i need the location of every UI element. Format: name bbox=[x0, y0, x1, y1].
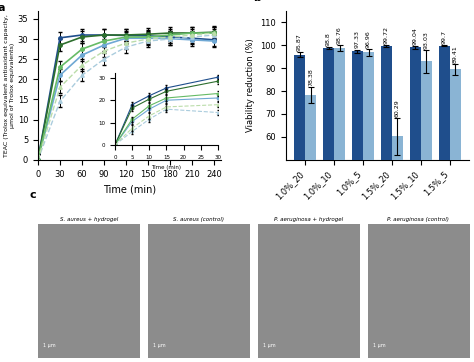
Text: 93.03: 93.03 bbox=[424, 31, 429, 49]
Text: 1 μm: 1 μm bbox=[43, 342, 55, 348]
Text: 98.76: 98.76 bbox=[337, 26, 342, 44]
Bar bbox=[381, 46, 392, 274]
Text: 78.38: 78.38 bbox=[308, 68, 313, 85]
Text: 97.33: 97.33 bbox=[355, 30, 360, 49]
Text: 99.04: 99.04 bbox=[413, 27, 418, 45]
Bar bbox=[410, 47, 421, 274]
Bar bbox=[439, 46, 450, 274]
Text: b: b bbox=[253, 0, 261, 3]
Bar bbox=[305, 95, 316, 274]
Text: 99.72: 99.72 bbox=[384, 26, 389, 44]
Title: P. aeruginosa + hydrogel: P. aeruginosa + hydrogel bbox=[274, 217, 343, 222]
Text: a: a bbox=[0, 3, 5, 13]
Text: 60.29: 60.29 bbox=[395, 99, 400, 117]
Text: 95.87: 95.87 bbox=[297, 33, 302, 51]
Text: 96.96: 96.96 bbox=[366, 30, 371, 48]
Y-axis label: TEAC (Trolox equivalent antioxidant capacity,
μmol of Trolox equivalents): TEAC (Trolox equivalent antioxidant capa… bbox=[4, 14, 15, 157]
Text: 98.8: 98.8 bbox=[326, 32, 331, 46]
Bar bbox=[352, 51, 363, 274]
Text: 99.7: 99.7 bbox=[442, 30, 447, 44]
X-axis label: Time (min): Time (min) bbox=[103, 184, 156, 194]
Title: S. aureus + hydrogel: S. aureus + hydrogel bbox=[60, 217, 118, 222]
Text: c: c bbox=[30, 190, 36, 200]
Text: 1 μm: 1 μm bbox=[153, 342, 165, 348]
Bar bbox=[450, 70, 461, 274]
Bar bbox=[363, 52, 374, 274]
Title: P. aeruginosa (control): P. aeruginosa (control) bbox=[387, 217, 449, 222]
Title: S. aureus (control): S. aureus (control) bbox=[173, 217, 224, 222]
Legend: $\it{S. aureus}$, $\it{P. aeruginosa}$: $\it{S. aureus}$, $\it{P. aeruginosa}$ bbox=[320, 0, 435, 3]
Bar bbox=[392, 136, 403, 274]
Bar bbox=[334, 48, 345, 274]
Bar bbox=[323, 48, 334, 274]
Text: 1 μm: 1 μm bbox=[373, 342, 385, 348]
Text: 1 μm: 1 μm bbox=[263, 342, 275, 348]
Bar bbox=[294, 55, 305, 274]
Y-axis label: Viability reduction (%): Viability reduction (%) bbox=[246, 38, 255, 132]
Bar bbox=[421, 61, 432, 274]
Text: 89.41: 89.41 bbox=[453, 45, 458, 63]
